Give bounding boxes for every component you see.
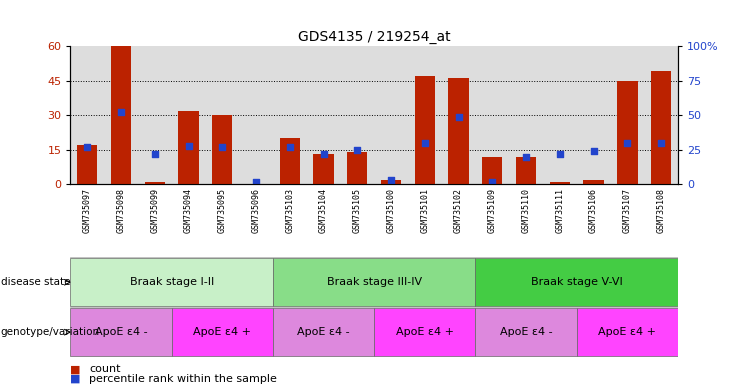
- Bar: [550, 182, 570, 184]
- Bar: [70, 308, 172, 356]
- Text: GSM735099: GSM735099: [150, 188, 159, 233]
- Text: GSM735105: GSM735105: [353, 188, 362, 233]
- Text: count: count: [89, 364, 121, 374]
- Bar: [348, 152, 368, 184]
- Point: [318, 151, 330, 157]
- Point: [588, 148, 599, 154]
- Text: GSM735096: GSM735096: [251, 188, 261, 233]
- Bar: [273, 258, 476, 306]
- Bar: [476, 258, 678, 306]
- Bar: [144, 182, 165, 184]
- Point: [655, 140, 667, 146]
- Point: [115, 109, 127, 116]
- Point: [520, 154, 532, 160]
- Bar: [381, 180, 401, 184]
- Bar: [279, 138, 300, 184]
- Text: percentile rank within the sample: percentile rank within the sample: [89, 374, 277, 384]
- Text: GSM735104: GSM735104: [319, 188, 328, 233]
- Point: [182, 142, 194, 149]
- Text: GSM735100: GSM735100: [387, 188, 396, 233]
- Text: ApoE ε4 -: ApoE ε4 -: [499, 327, 553, 337]
- Text: GSM735103: GSM735103: [285, 188, 294, 233]
- Text: GSM735107: GSM735107: [623, 188, 632, 233]
- Text: genotype/variation: genotype/variation: [1, 327, 100, 337]
- Point: [419, 140, 431, 146]
- Point: [351, 147, 363, 153]
- Text: Braak stage V-VI: Braak stage V-VI: [531, 277, 622, 287]
- Bar: [111, 46, 131, 184]
- Bar: [70, 258, 273, 306]
- Bar: [172, 308, 273, 356]
- Text: GSM735095: GSM735095: [218, 188, 227, 233]
- Text: GSM735094: GSM735094: [184, 188, 193, 233]
- Point: [250, 179, 262, 185]
- Text: ApoE ε4 -: ApoE ε4 -: [297, 327, 350, 337]
- Point: [216, 144, 228, 150]
- Point: [554, 151, 566, 157]
- Text: ■: ■: [70, 374, 84, 384]
- Text: ApoE ε4 -: ApoE ε4 -: [95, 327, 147, 337]
- Text: GSM735102: GSM735102: [454, 188, 463, 233]
- Text: Braak stage III-IV: Braak stage III-IV: [327, 277, 422, 287]
- Text: GSM735097: GSM735097: [83, 188, 92, 233]
- Bar: [212, 115, 233, 184]
- Text: ApoE ε4 +: ApoE ε4 +: [396, 327, 453, 337]
- Text: GSM735108: GSM735108: [657, 188, 665, 233]
- Text: GSM735098: GSM735098: [116, 188, 125, 233]
- Bar: [313, 154, 333, 184]
- Point: [622, 140, 634, 146]
- Bar: [179, 111, 199, 184]
- Point: [453, 114, 465, 120]
- Bar: [516, 157, 536, 184]
- Text: GSM735110: GSM735110: [522, 188, 531, 233]
- Bar: [576, 308, 678, 356]
- Text: ApoE ε4 +: ApoE ε4 +: [193, 327, 251, 337]
- Bar: [415, 76, 435, 184]
- Bar: [583, 180, 604, 184]
- Point: [284, 144, 296, 150]
- Point: [149, 151, 161, 157]
- Text: disease state: disease state: [1, 277, 70, 287]
- Bar: [482, 157, 502, 184]
- Bar: [651, 71, 671, 184]
- Text: ■: ■: [70, 364, 84, 374]
- Text: GSM735101: GSM735101: [420, 188, 429, 233]
- Bar: [77, 145, 97, 184]
- Point: [486, 179, 498, 185]
- Bar: [617, 81, 637, 184]
- Text: GSM735111: GSM735111: [555, 188, 565, 233]
- Text: GSM735109: GSM735109: [488, 188, 497, 233]
- Title: GDS4135 / 219254_at: GDS4135 / 219254_at: [298, 30, 451, 44]
- Point: [385, 177, 397, 183]
- Bar: [374, 308, 476, 356]
- Text: GSM735106: GSM735106: [589, 188, 598, 233]
- Bar: [448, 78, 469, 184]
- Bar: [273, 308, 374, 356]
- Text: ApoE ε4 +: ApoE ε4 +: [599, 327, 657, 337]
- Text: Braak stage I-II: Braak stage I-II: [130, 277, 214, 287]
- Point: [82, 144, 93, 150]
- Bar: [476, 308, 576, 356]
